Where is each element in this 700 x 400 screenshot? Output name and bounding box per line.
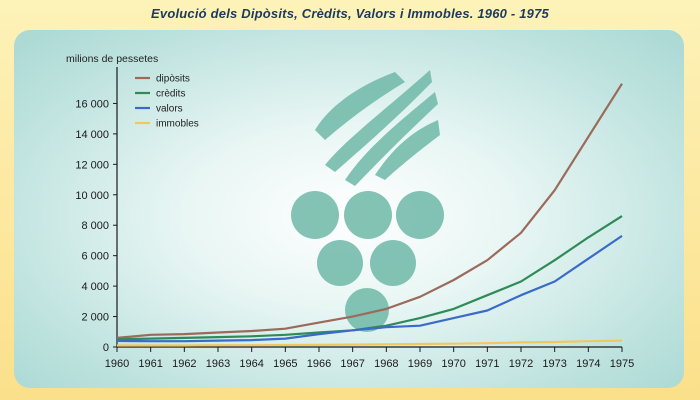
x-tick-label: 1967 [340, 358, 364, 370]
x-tick-label: 1970 [441, 358, 465, 370]
y-tick-label: 14 000 [75, 129, 109, 141]
legend-label: crèdits [156, 89, 185, 100]
x-tick-label: 1965 [273, 358, 297, 370]
series-layer [116, 83, 623, 347]
x-tick-label: 1962 [172, 358, 196, 370]
x-tick-label: 1966 [307, 358, 331, 370]
y-tick-label: 2 000 [81, 312, 109, 324]
y-axis-label: milions de pessetes [66, 53, 158, 65]
y-tick-label: 16 000 [75, 98, 109, 110]
series-line-dip-sits [116, 83, 623, 339]
y-tick-label: 10 000 [75, 190, 109, 202]
y-tick-label: 4 000 [81, 281, 109, 293]
series-line-immobles [117, 339, 623, 347]
x-tick-label: 1972 [509, 358, 533, 370]
x-tick-label: 1971 [475, 358, 499, 370]
x-tick-label: 1961 [138, 358, 162, 370]
x-tick-label: 1975 [610, 358, 634, 370]
x-tick-label: 1969 [408, 358, 432, 370]
legend-label: immobles [156, 119, 199, 130]
y-tick-label: 0 [103, 342, 109, 354]
x-tick-label: 1968 [374, 358, 398, 370]
legend-label: dipòsits [156, 74, 190, 85]
x-tick-label: 1960 [105, 358, 129, 370]
chart-title: Evolució dels Dipòsits, Crèdits, Valors … [151, 6, 549, 21]
x-tick-label: 1963 [206, 358, 230, 370]
x-tick-label: 1974 [576, 358, 600, 370]
y-tick-label: 8 000 [81, 220, 109, 232]
series-line-valors [116, 234, 623, 343]
x-tick-label: 1973 [542, 358, 566, 370]
x-tick-label: 1964 [239, 358, 263, 370]
chart-axes: 0 2 000 4 000 6 000 8 000 10 000 12 000 14 000 1… [75, 67, 634, 370]
grapes-logo-watermark [291, 70, 444, 332]
legend-label: valors [156, 104, 183, 115]
y-tick-label: 12 000 [75, 159, 109, 171]
y-tick-label: 6 000 [81, 251, 109, 263]
chart-legend: dipòsits crèdits valors immobles [135, 74, 199, 130]
